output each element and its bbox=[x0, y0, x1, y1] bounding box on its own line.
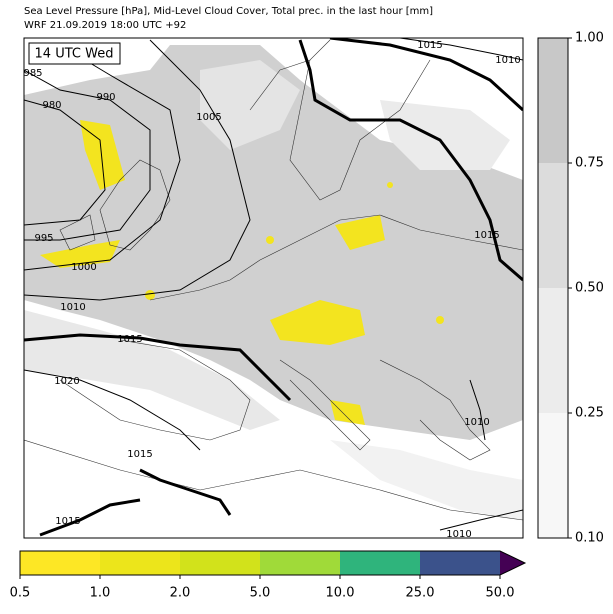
subtitle: WRF 21.09.2019 18:00 UTC +92 bbox=[24, 20, 186, 31]
contour-label: 985 bbox=[23, 68, 42, 79]
tick-label: 1.0 bbox=[90, 586, 111, 601]
contour-label: 990 bbox=[96, 92, 115, 103]
tick-label: 0.10 bbox=[575, 531, 604, 546]
title: Sea Level Pressure [hPa], Mid-Level Clou… bbox=[24, 6, 433, 17]
contour-label: 995 bbox=[34, 233, 53, 244]
tick-label: 10.0 bbox=[326, 586, 355, 601]
tick-label: 1.00 bbox=[575, 31, 604, 46]
time-label: 14 UTC Wed bbox=[35, 47, 114, 62]
tick-label: 5.0 bbox=[250, 586, 271, 601]
precip bbox=[40, 120, 444, 425]
contour-label: 1020 bbox=[54, 376, 79, 387]
tick-label: 0.75 bbox=[575, 156, 604, 171]
tick-label: 2.0 bbox=[170, 586, 191, 601]
tick-label: 50.0 bbox=[486, 586, 515, 601]
cloud-cover bbox=[24, 45, 523, 520]
contour-label: 1015 bbox=[417, 40, 442, 51]
contour-label: 980 bbox=[42, 100, 61, 111]
contour-label: 1015 bbox=[55, 516, 80, 527]
contour-labels: 985 980 990 1005 1015 1010 995 1000 1010… bbox=[23, 40, 520, 540]
contour-label: 1015 bbox=[117, 334, 142, 345]
precip-colorbar bbox=[19, 550, 527, 576]
cloud-colorbar bbox=[537, 37, 569, 539]
tick-label: 0.50 bbox=[575, 281, 604, 296]
isobars bbox=[24, 38, 523, 537]
contour-label: 1010 bbox=[60, 302, 85, 313]
contour-label: 1000 bbox=[71, 262, 96, 273]
tick-label: 0.25 bbox=[575, 406, 604, 421]
tick-label: 0.5 bbox=[10, 586, 31, 601]
contour-label: 1010 bbox=[464, 417, 489, 428]
contour-label: 1005 bbox=[196, 112, 221, 123]
contour-label: 1010 bbox=[446, 529, 471, 540]
contour-label: 1010 bbox=[495, 55, 520, 66]
contour-label: 1015 bbox=[127, 449, 152, 460]
map: 985 980 990 1005 1015 1010 995 1000 1010… bbox=[23, 37, 524, 540]
contour-label: 1015 bbox=[474, 230, 499, 241]
tick-label: 25.0 bbox=[406, 586, 435, 601]
